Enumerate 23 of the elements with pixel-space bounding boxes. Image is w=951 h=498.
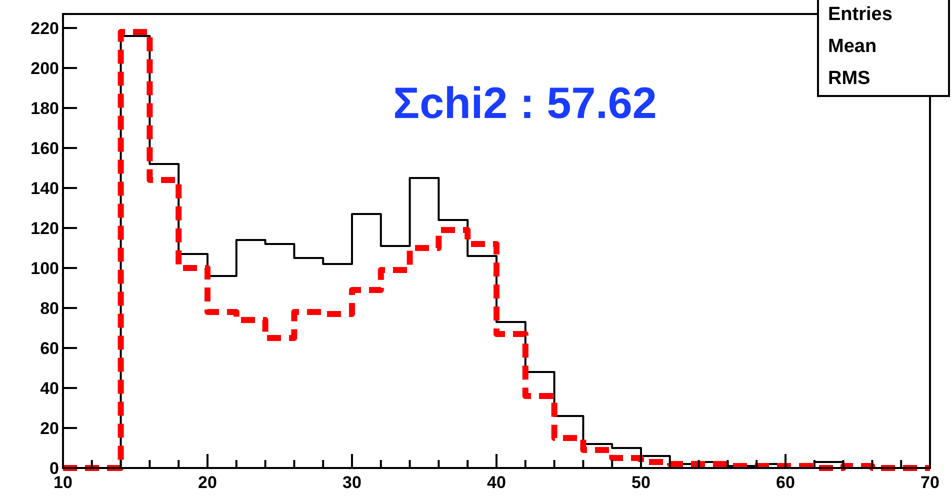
annotation: Mean [828, 36, 877, 57]
y-tick-label: 200 [30, 59, 59, 78]
stats-box: Entries Mean RMS [817, 0, 950, 97]
x-tick-label: 40 [487, 473, 506, 492]
y-tick-label: 160 [30, 139, 59, 158]
x-tick-label: 30 [342, 473, 362, 492]
y-tick-label: 80 [40, 299, 59, 318]
y-tick-label: 40 [40, 379, 59, 398]
x-tick-label: 70 [920, 473, 940, 492]
x-tick-label: 20 [198, 473, 217, 492]
x-tick-label: 10 [54, 473, 72, 492]
y-tick-label: 120 [30, 219, 59, 238]
y-tick-label: 220 [30, 19, 59, 38]
y-tick-label: 100 [30, 259, 59, 278]
x-tick-label: 50 [632, 473, 650, 492]
x-tick-label: 60 [776, 473, 795, 492]
annotation: RMS [828, 68, 870, 89]
y-tick-label: 60 [40, 339, 59, 358]
y-tick-label: 20 [40, 419, 59, 438]
y-tick-label: 140 [30, 179, 59, 198]
y-tick-label: 180 [30, 99, 59, 118]
annotation: Σchi2 : 57.62 [393, 79, 657, 128]
annotation: Entries [828, 4, 892, 25]
